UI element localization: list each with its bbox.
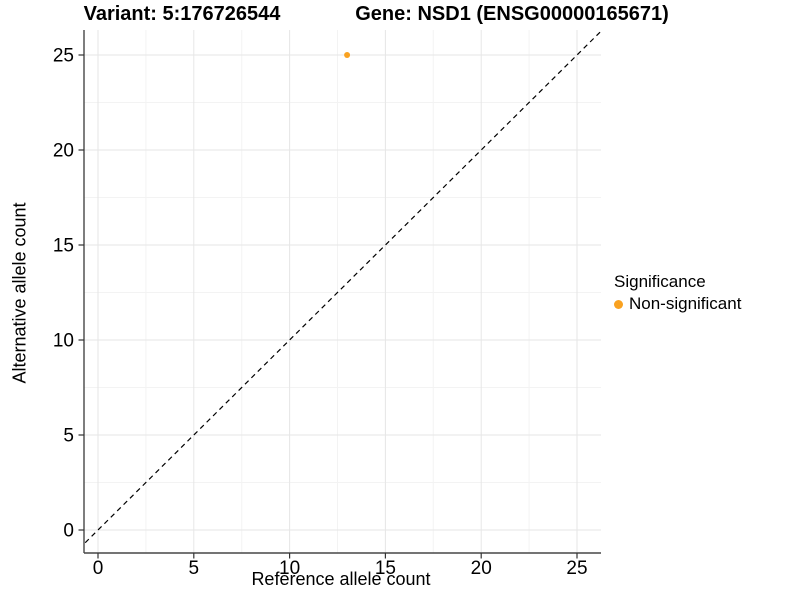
x-tick-label: 0 [93, 558, 104, 579]
x-tick-label: 5 [189, 558, 200, 579]
legend: Significance Non-significant [614, 272, 741, 314]
legend-point-icon [614, 299, 623, 309]
y-tick-label: 20 [53, 141, 74, 162]
legend-entry: Non-significant [614, 294, 741, 314]
x-tick-label: 15 [375, 558, 396, 579]
y-axis-title: Alternative allele count [9, 202, 30, 384]
y-tick-label: 10 [53, 331, 74, 352]
x-axis-title: Reference allele count [251, 569, 431, 589]
y-tick-label: 15 [53, 236, 74, 257]
gene-title: Gene: NSD1 (ENSG00000165671) [355, 3, 669, 25]
legend-entry-label: Non-significant [629, 294, 742, 313]
x-tick-label: 25 [566, 558, 587, 579]
legend-title: Significance [614, 272, 706, 291]
x-tick-label: 10 [279, 558, 300, 579]
data-point [344, 52, 351, 58]
y-tick-label: 5 [63, 426, 74, 447]
variant-title: Variant: 5:176726544 [83, 3, 281, 25]
x-tick-label: 20 [471, 558, 492, 579]
y-tick-label: 0 [63, 521, 74, 542]
y-tick-label: 25 [53, 46, 74, 67]
